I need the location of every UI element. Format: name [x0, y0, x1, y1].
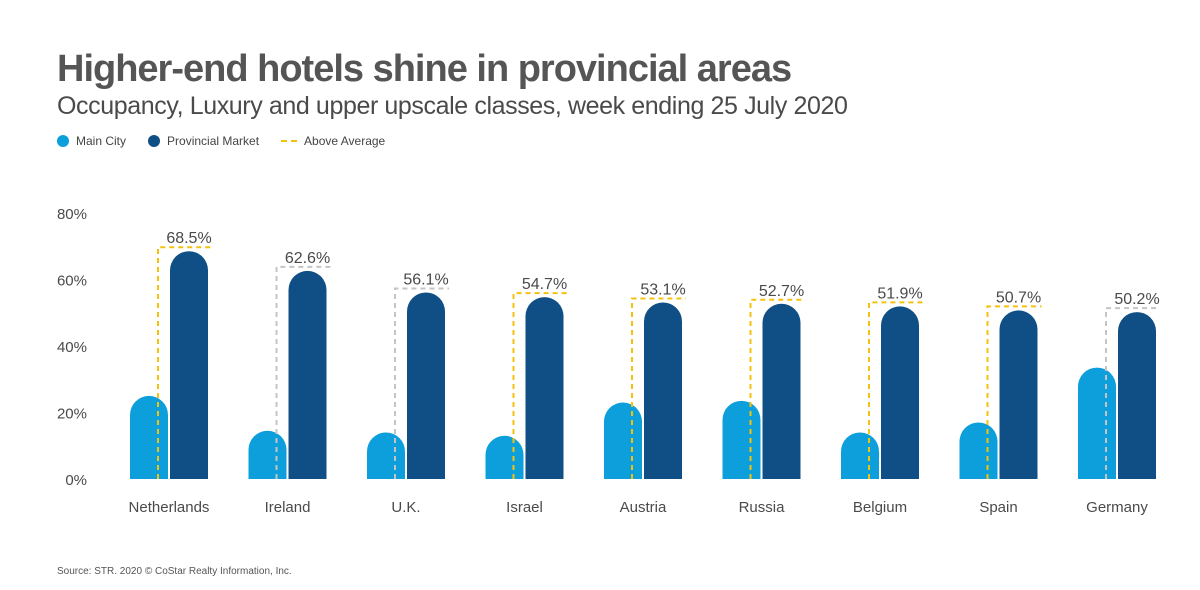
bar-provincial	[288, 270, 327, 479]
bar-main-city	[248, 430, 287, 479]
occupancy-bar-chart: 0% 20% 40% 60% 80% 68.5% Netherlands 62.6% Irela…	[57, 206, 1160, 516]
source-note: Source: STR. 2020 © CoStar Realty Inform…	[57, 566, 292, 577]
data-label: 62.6%	[285, 250, 330, 267]
legend-item-main-city: Main City	[57, 134, 126, 148]
above-average-marker	[986, 305, 1042, 479]
bar-provincial	[881, 306, 919, 479]
bar-main-city	[841, 432, 879, 479]
bar-main-city	[722, 400, 761, 479]
legend-swatch-main-city	[57, 135, 69, 147]
chart-title: Higher-end hotels shine in provincial ar…	[57, 48, 792, 90]
x-tick-label: U.K.	[391, 499, 420, 516]
bar-main-city	[485, 435, 524, 479]
data-label: 50.2%	[1114, 291, 1159, 308]
x-tick-label: Netherlands	[129, 499, 210, 516]
legend-swatch-provincial	[148, 135, 161, 147]
x-tick-label: Israel	[506, 499, 543, 516]
legend-label-provincial: Provincial Market	[167, 134, 260, 148]
bar-provincial	[1118, 312, 1156, 479]
above-average-marker	[631, 297, 686, 479]
legend: Main City Provincial Market Above Averag…	[57, 134, 407, 148]
legend-swatch-above-average	[281, 140, 298, 142]
chart-subtitle: Occupancy, Luxury and upper upscale clas…	[57, 92, 848, 120]
y-tick-label: 80%	[57, 206, 87, 223]
x-tick-label: Germany	[1086, 499, 1148, 516]
data-label: 54.7%	[522, 276, 567, 293]
bar-main-city	[367, 432, 405, 479]
y-tick-label: 40%	[57, 339, 87, 356]
x-tick-label: Belgium	[853, 499, 907, 516]
bar-provincial	[762, 303, 801, 479]
x-tick-label: Austria	[620, 499, 667, 516]
legend-label-above-average: Above Average	[304, 134, 386, 148]
y-tick-label: 0%	[65, 472, 87, 489]
bar-main-city	[959, 422, 998, 479]
x-tick-label: Russia	[739, 499, 786, 516]
average-marker	[1105, 307, 1160, 479]
bar-main-city	[130, 395, 168, 479]
bar-provincial	[407, 292, 445, 479]
data-label: 56.1%	[403, 271, 448, 288]
y-tick-label: 60%	[57, 273, 87, 290]
y-tick-label: 20%	[57, 406, 87, 423]
data-label: 68.5%	[166, 230, 211, 247]
x-tick-label: Ireland	[265, 499, 311, 516]
legend-item-above-average: Above Average	[281, 134, 385, 148]
bar-provincial	[170, 251, 208, 479]
bar-provincial	[644, 302, 682, 479]
bar-main-city	[1078, 367, 1116, 479]
average-marker	[394, 287, 449, 479]
bar-provincial	[525, 297, 564, 479]
legend-item-provincial: Provincial Market	[148, 134, 259, 148]
above-average-marker	[868, 301, 923, 479]
x-tick-label: Spain	[979, 499, 1017, 516]
data-label: 51.9%	[877, 285, 922, 302]
bar-provincial	[999, 310, 1038, 479]
data-label: 53.1%	[640, 281, 685, 298]
data-label: 50.7%	[996, 289, 1041, 306]
legend-label-main-city: Main City	[76, 134, 127, 148]
bar-main-city	[604, 402, 642, 479]
data-label: 52.7%	[759, 283, 804, 300]
